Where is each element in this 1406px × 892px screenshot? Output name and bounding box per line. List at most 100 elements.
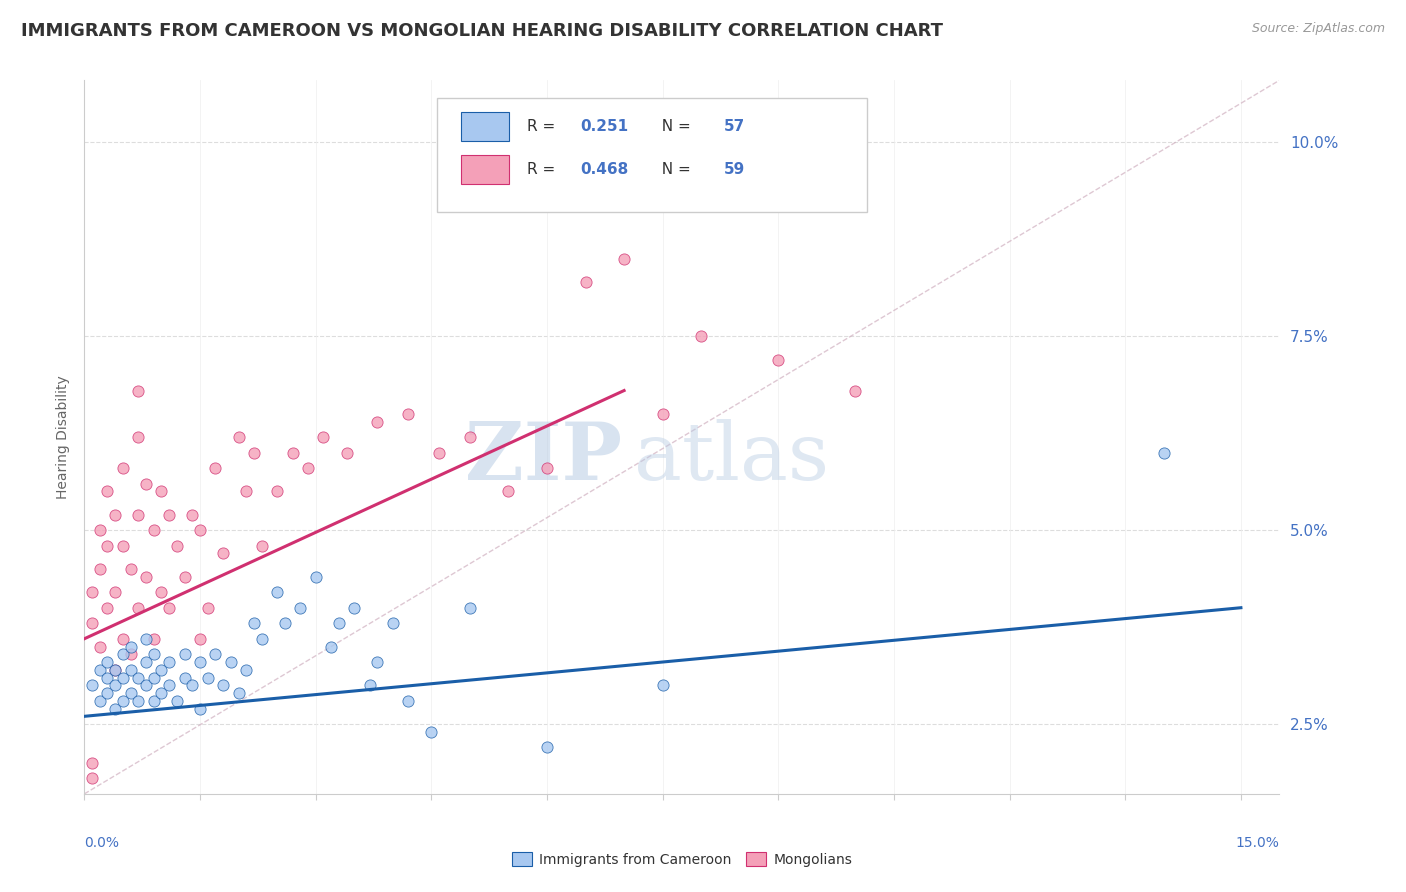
Point bbox=[96, 671, 118, 685]
Text: ZIP: ZIP bbox=[465, 419, 621, 498]
Y-axis label: Hearing Disability: Hearing Disability bbox=[56, 376, 70, 499]
Point bbox=[104, 663, 127, 677]
Point bbox=[651, 678, 673, 692]
Point bbox=[142, 647, 165, 661]
Point bbox=[166, 539, 188, 553]
Point bbox=[96, 539, 118, 553]
Point bbox=[135, 476, 157, 491]
Point bbox=[166, 694, 188, 708]
Point bbox=[120, 663, 142, 677]
Point bbox=[250, 539, 273, 553]
Point bbox=[458, 600, 481, 615]
Point bbox=[219, 655, 242, 669]
Point bbox=[312, 430, 335, 444]
Point bbox=[104, 663, 127, 677]
Point bbox=[104, 678, 127, 692]
Text: R =: R = bbox=[526, 120, 560, 134]
Point bbox=[290, 600, 312, 615]
Point bbox=[212, 546, 235, 560]
Point bbox=[188, 701, 211, 715]
Point bbox=[297, 461, 319, 475]
Point bbox=[536, 740, 558, 755]
Point bbox=[266, 585, 288, 599]
Point bbox=[574, 275, 596, 289]
Point bbox=[274, 616, 297, 631]
Point bbox=[120, 640, 142, 654]
Point bbox=[111, 694, 134, 708]
Point bbox=[235, 484, 257, 499]
Point bbox=[1153, 445, 1175, 459]
FancyBboxPatch shape bbox=[461, 112, 509, 141]
Point bbox=[135, 570, 157, 584]
Point bbox=[458, 430, 481, 444]
Point bbox=[396, 694, 419, 708]
Point bbox=[96, 686, 118, 700]
Text: N =: N = bbox=[652, 162, 696, 177]
Point bbox=[111, 461, 134, 475]
Point bbox=[204, 647, 226, 661]
Point bbox=[111, 539, 134, 553]
Text: Source: ZipAtlas.com: Source: ZipAtlas.com bbox=[1251, 22, 1385, 36]
Point bbox=[142, 671, 165, 685]
Point bbox=[142, 523, 165, 537]
Point bbox=[104, 508, 127, 522]
Point bbox=[197, 600, 219, 615]
Point bbox=[243, 616, 266, 631]
Text: 57: 57 bbox=[724, 120, 745, 134]
Point bbox=[181, 508, 204, 522]
Point bbox=[120, 686, 142, 700]
Point bbox=[135, 632, 157, 646]
Point bbox=[228, 430, 250, 444]
Point bbox=[89, 523, 111, 537]
Point bbox=[228, 686, 250, 700]
Point bbox=[80, 772, 103, 786]
Point bbox=[613, 252, 636, 266]
Point bbox=[250, 632, 273, 646]
Point bbox=[536, 461, 558, 475]
Point bbox=[111, 632, 134, 646]
Point bbox=[89, 663, 111, 677]
Point bbox=[80, 616, 103, 631]
Point bbox=[157, 508, 180, 522]
Text: N =: N = bbox=[652, 120, 696, 134]
Point bbox=[80, 678, 103, 692]
Point bbox=[427, 445, 450, 459]
Point bbox=[157, 678, 180, 692]
Point bbox=[204, 461, 226, 475]
Legend: Immigrants from Cameroon, Mongolians: Immigrants from Cameroon, Mongolians bbox=[506, 847, 858, 872]
Point bbox=[768, 352, 790, 367]
FancyBboxPatch shape bbox=[437, 98, 868, 212]
Point bbox=[343, 600, 366, 615]
Point bbox=[142, 632, 165, 646]
Point bbox=[111, 647, 134, 661]
Point bbox=[96, 600, 118, 615]
Point bbox=[150, 686, 173, 700]
Point bbox=[111, 671, 134, 685]
Point bbox=[173, 647, 195, 661]
Point bbox=[127, 384, 149, 398]
Point bbox=[173, 671, 195, 685]
Point bbox=[135, 655, 157, 669]
Text: IMMIGRANTS FROM CAMEROON VS MONGOLIAN HEARING DISABILITY CORRELATION CHART: IMMIGRANTS FROM CAMEROON VS MONGOLIAN HE… bbox=[21, 22, 943, 40]
Point bbox=[96, 655, 118, 669]
Point bbox=[135, 678, 157, 692]
Point bbox=[89, 562, 111, 576]
Point bbox=[80, 756, 103, 770]
Point bbox=[173, 570, 195, 584]
Point bbox=[197, 671, 219, 685]
Point bbox=[498, 484, 520, 499]
Point bbox=[80, 585, 103, 599]
Point bbox=[420, 724, 443, 739]
Point bbox=[127, 671, 149, 685]
Point bbox=[142, 694, 165, 708]
Point bbox=[844, 384, 866, 398]
Text: 59: 59 bbox=[724, 162, 745, 177]
Point bbox=[150, 484, 173, 499]
Point bbox=[181, 678, 204, 692]
Point bbox=[127, 508, 149, 522]
Point bbox=[127, 600, 149, 615]
Point bbox=[328, 616, 350, 631]
Text: 0.251: 0.251 bbox=[581, 120, 628, 134]
Point bbox=[127, 430, 149, 444]
Text: 0.0%: 0.0% bbox=[84, 836, 120, 850]
